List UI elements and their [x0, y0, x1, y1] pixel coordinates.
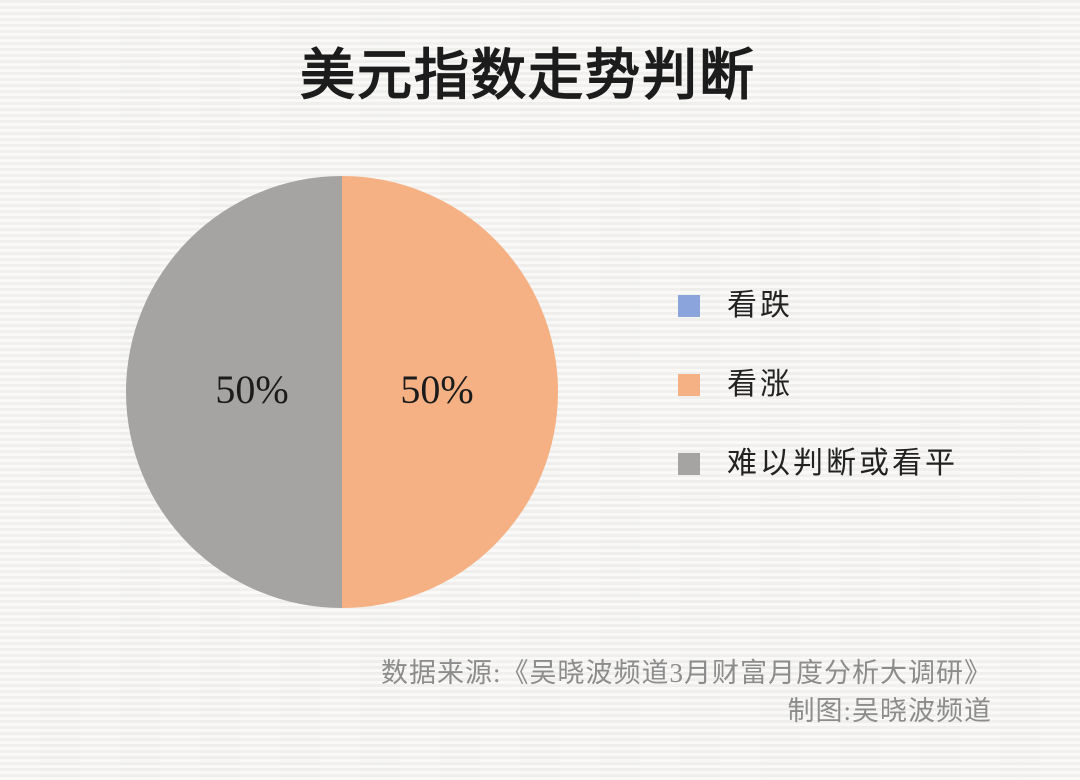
data-source-text: 数据来源:《吴晓波频道3月财富月度分析大调研》	[380, 658, 992, 688]
legend-swatch-orange	[678, 374, 700, 396]
legend-swatch-gray	[678, 453, 700, 475]
legend: 看跌 看涨 难以判断或看平	[678, 291, 958, 479]
pie-chart	[126, 176, 558, 608]
legend-item-uncertain: 难以判断或看平	[678, 449, 958, 479]
footer: 数据来源:《吴晓波频道3月财富月度分析大调研》 制图:吴晓波频道	[381, 654, 992, 730]
pie-slice-label-orange: 50%	[400, 367, 474, 412]
legend-swatch-blue	[678, 295, 700, 317]
credit-text: 制图:吴晓波频道	[787, 696, 992, 726]
legend-label-uncertain: 难以判断或看平	[727, 447, 958, 480]
legend-label-bearish: 看跌	[727, 289, 793, 322]
pie-slice-label-gray: 50%	[215, 367, 289, 412]
chart-title: 美元指数走势判断	[299, 45, 756, 106]
legend-label-bullish: 看涨	[727, 368, 793, 401]
legend-item-bullish: 看涨	[678, 370, 958, 400]
legend-item-bearish: 看跌	[678, 291, 958, 321]
